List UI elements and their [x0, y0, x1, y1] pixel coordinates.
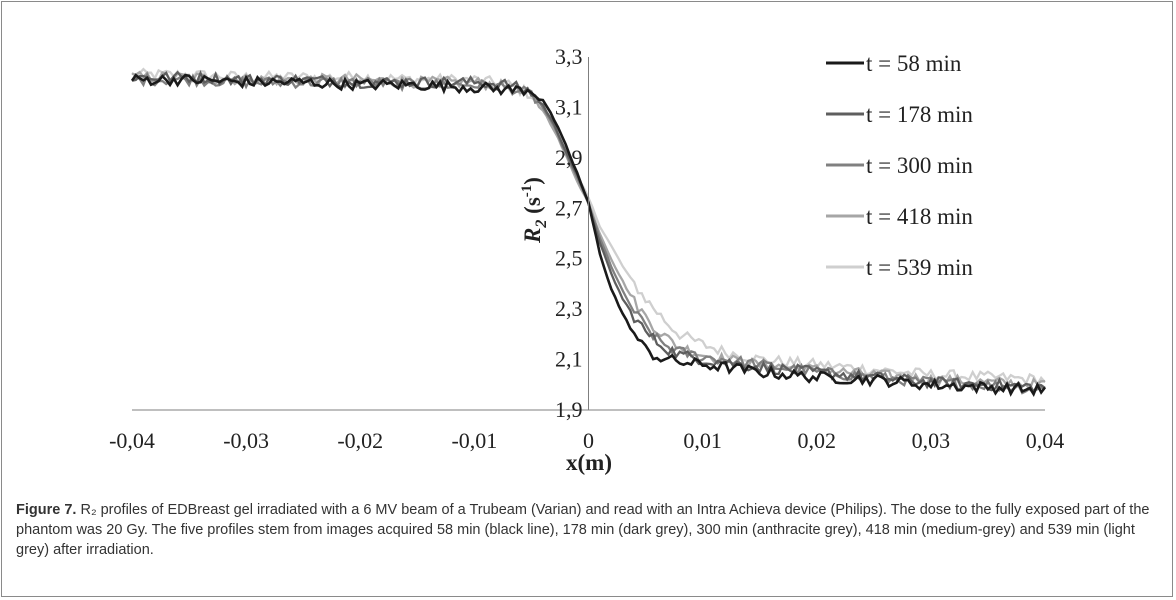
axes: [132, 57, 1045, 411]
x-tick-label: -0,04: [109, 428, 155, 453]
y-axis-subscript: 2: [533, 220, 550, 229]
x-tick-label: -0,01: [451, 428, 497, 453]
y-tick-label: 3,3: [555, 44, 583, 69]
x-tick-label: 0,03: [912, 428, 951, 453]
y-tick-label: 2,5: [555, 246, 583, 271]
x-tick-label: 0: [583, 428, 594, 453]
legend-label-2: t = 178 min: [866, 102, 973, 127]
legend: t = 58 min t = 178 min t = 300 min t = 418 …: [826, 51, 973, 280]
y-axis-unit-superscript: -1: [519, 185, 535, 198]
x-tick-label: 0,04: [1026, 428, 1065, 453]
legend-label-1: t = 58 min: [866, 51, 962, 76]
legend-label-5: t = 539 min: [866, 255, 973, 280]
legend-label-4: t = 418 min: [866, 204, 973, 229]
figure-caption: Figure 7. R₂ profiles of EDBreast gel ir…: [16, 500, 1156, 560]
caption-text: R₂ profiles of EDBreast gel irradiated w…: [16, 502, 1150, 558]
x-tick-label: 0,01: [683, 428, 722, 453]
x-tick-label: -0,02: [337, 428, 383, 453]
legend-label-3: t = 300 min: [866, 153, 973, 178]
y-tick-labels: 1,9 2,1 2,3 2,5 2,7 2,9 3,1 3,3: [555, 44, 583, 422]
y-tick-label: 2,9: [555, 145, 583, 170]
y-axis-unit: (s: [520, 197, 545, 219]
x-tick-label: -0,03: [223, 428, 269, 453]
y-tick-label: 2,1: [555, 347, 583, 372]
chart: -0,04 -0,03 -0,02 -0,01 0 0,01 0,02 0,03 0,04 1,…: [109, 44, 1064, 475]
y-axis-unit-close: ): [520, 177, 545, 185]
caption-label: Figure 7.: [16, 502, 77, 518]
x-tick-labels: -0,04 -0,03 -0,02 -0,01 0 0,01 0,02 0,03 0,04: [109, 428, 1064, 453]
y-tick-label: 2,7: [555, 195, 583, 220]
y-axis-symbol: R: [520, 228, 545, 244]
y-tick-label: 2,3: [555, 296, 583, 321]
x-tick-label: 0,02: [798, 428, 837, 453]
y-tick-label: 3,1: [555, 94, 583, 119]
x-axis-title: x(m): [566, 450, 612, 475]
y-axis-title: R2 (s-1): [519, 177, 550, 244]
y-tick-label: 1,9: [555, 397, 583, 422]
